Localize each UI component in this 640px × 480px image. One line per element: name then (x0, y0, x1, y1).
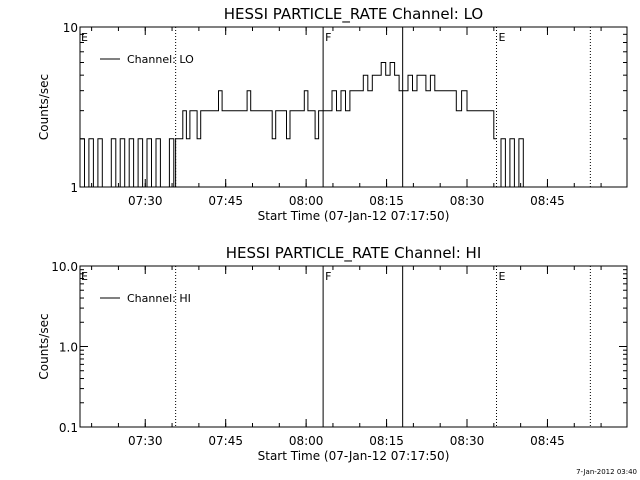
start-marker-label: E (81, 31, 88, 44)
x-tick-label: 07:30 (128, 434, 163, 448)
plot-frame (79, 265, 628, 428)
x-tick-label: 08:00 (289, 434, 324, 448)
y-tick-label: 1.0 (59, 341, 78, 355)
y-tick-label: 1 (70, 181, 78, 195)
y-axis-label: Counts/sec (37, 74, 51, 140)
legend-label: Channel: HI (127, 292, 191, 305)
y-tick-label: 10 (63, 21, 78, 35)
y-axis-label: Counts/sec (37, 313, 51, 379)
event-marker-label: E (499, 31, 506, 44)
x-tick-label: 08:15 (369, 434, 404, 448)
x-tick-label: 07:45 (208, 194, 243, 208)
x-tick-label: 08:30 (450, 434, 485, 448)
chart-title: HESSI PARTICLE_RATE Channel: HI (226, 244, 482, 263)
event-marker-label: F (325, 270, 331, 283)
plot-frame (79, 26, 628, 188)
x-tick-label: 07:45 (208, 434, 243, 448)
x-tick-label: 08:00 (289, 194, 324, 208)
x-tick-label: 08:45 (530, 434, 565, 448)
x-tick-label: 08:30 (450, 194, 485, 208)
x-axis-label: Start Time (07-Jan-12 07:17:50) (258, 209, 450, 223)
series-line (496, 138, 524, 188)
series-line (80, 138, 177, 188)
series-line (323, 62, 497, 140)
panel-lo: HESSI PARTICLE_RATE Channel: LO Counts/se… (37, 5, 628, 223)
event-marker-label: F (325, 31, 331, 44)
chart-title: HESSI PARTICLE_RATE Channel: LO (224, 5, 483, 24)
legend-label: Channel: LO (127, 53, 194, 66)
x-tick-label: 07:30 (128, 194, 163, 208)
y-tick-label: 0.1 (59, 421, 78, 435)
panel-hi: HESSI PARTICLE_RATE Channel: HI Counts/se… (37, 244, 628, 463)
footer-timestamp: 7-Jan-2012 03:40 (576, 468, 637, 476)
start-marker-label: E (81, 270, 88, 283)
event-marker-label: E (499, 270, 506, 283)
x-axis-label: Start Time (07-Jan-12 07:17:50) (258, 449, 450, 463)
x-tick-label: 08:15 (369, 194, 404, 208)
y-tick-label: 10.0 (51, 260, 78, 274)
series-line (175, 90, 324, 140)
x-tick-label: 08:45 (530, 194, 565, 208)
